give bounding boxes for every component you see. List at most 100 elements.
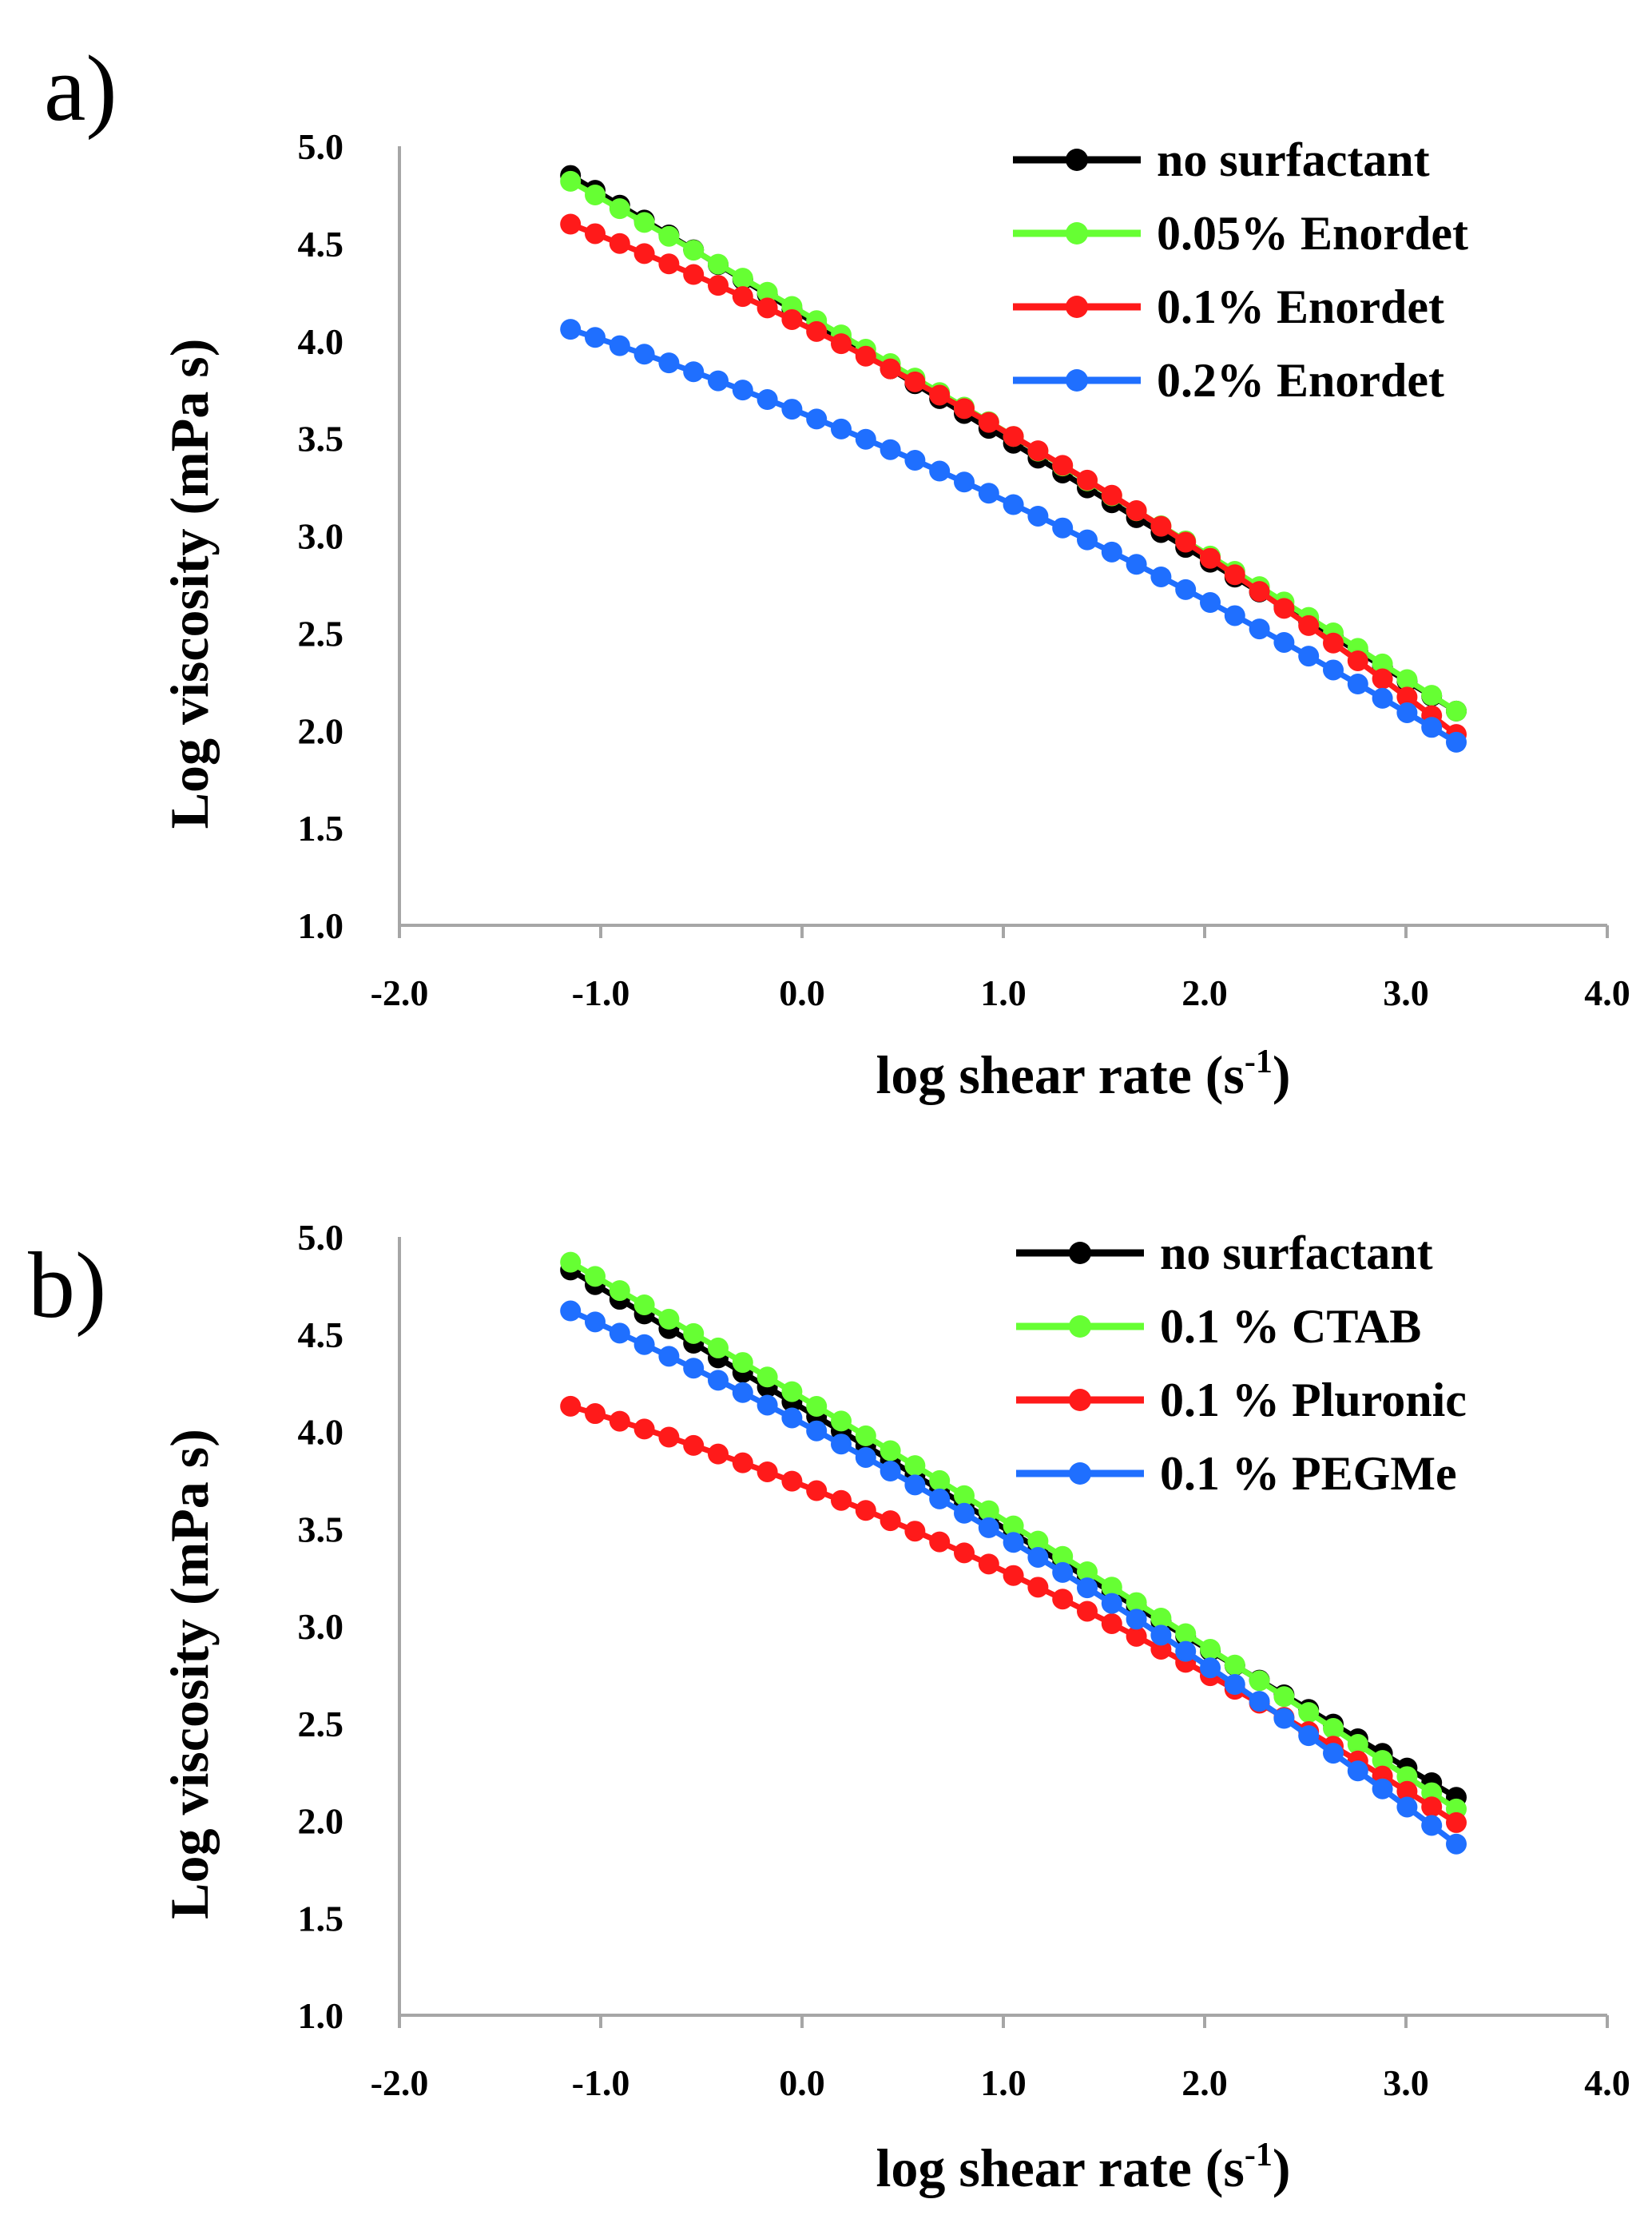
data-point	[904, 1521, 926, 1542]
x-tick-label: 3.0	[1383, 972, 1429, 1013]
data-point	[929, 1531, 951, 1553]
data-point	[658, 1308, 680, 1330]
data-point	[929, 1488, 951, 1509]
data-point	[1249, 618, 1270, 640]
data-point	[806, 1395, 828, 1417]
data-point	[732, 1452, 753, 1473]
data-point	[560, 170, 582, 192]
x-axis-title: log shear rate (s-1)	[876, 2137, 1290, 2198]
legend-marker	[1069, 1462, 1091, 1485]
data-point	[806, 408, 828, 430]
data-point	[831, 1410, 852, 1432]
x-axis-title: log shear rate (s-1)	[876, 1044, 1290, 1105]
data-point	[1323, 1718, 1344, 1740]
x-tick-label: 4.0	[1584, 2062, 1630, 2103]
data-point	[978, 412, 999, 433]
data-point	[1101, 484, 1122, 506]
y-tick-label: 1.5	[298, 1898, 344, 1939]
data-point	[1027, 1530, 1049, 1552]
data-point	[1446, 1811, 1467, 1833]
y-tick-label: 3.0	[298, 1606, 344, 1647]
data-point	[954, 471, 975, 493]
y-tick-label: 1.5	[298, 808, 344, 849]
data-point	[1126, 554, 1147, 575]
x-tick-label: 2.0	[1181, 972, 1228, 1013]
data-point	[1175, 531, 1197, 553]
data-point	[1298, 614, 1320, 636]
data-point	[1446, 700, 1467, 722]
data-point	[1003, 426, 1024, 447]
data-point	[1298, 646, 1320, 667]
x-tick-label: 2.0	[1181, 2062, 1228, 2103]
legend-marker	[1069, 1242, 1091, 1264]
data-point	[1101, 1593, 1122, 1614]
y-tick-label: 3.5	[298, 1509, 344, 1549]
data-point	[1273, 1708, 1295, 1729]
legend-label: 0.1% Enordet	[1157, 280, 1444, 333]
data-point	[904, 1474, 926, 1496]
data-point	[1003, 1532, 1024, 1553]
x-tick-label: 4.0	[1584, 972, 1630, 1013]
data-point	[585, 184, 606, 205]
data-point	[1003, 1515, 1024, 1537]
data-point	[1200, 547, 1221, 569]
data-point	[658, 1426, 680, 1448]
x-tick-label: -1.0	[572, 972, 630, 1013]
x-tick-label: 1.0	[980, 2062, 1027, 2103]
data-point	[1396, 1796, 1418, 1818]
y-tick-label: 4.5	[298, 1314, 344, 1355]
data-point	[732, 268, 753, 289]
data-point	[1175, 1640, 1197, 1662]
data-point	[806, 1420, 828, 1442]
y-tick-label: 4.0	[298, 1412, 344, 1453]
y-axis-title: Log viscosity (mPa s)	[159, 1429, 220, 1919]
data-point	[683, 1434, 705, 1456]
data-point	[781, 1470, 803, 1492]
data-point	[978, 483, 999, 504]
data-point	[1347, 1734, 1368, 1756]
legend-marker	[1066, 222, 1088, 245]
data-point	[585, 223, 606, 245]
data-point	[1052, 517, 1074, 539]
data-point	[1396, 686, 1418, 708]
data-point	[757, 297, 778, 319]
data-point	[1126, 1609, 1147, 1630]
data-point	[1347, 1760, 1368, 1782]
data-point	[609, 1410, 630, 1432]
data-point	[1003, 494, 1024, 515]
data-point	[904, 371, 926, 392]
data-point	[1396, 669, 1418, 690]
data-point	[683, 1322, 705, 1344]
y-tick-label: 1.0	[298, 1995, 344, 2036]
panel-label: b)	[28, 1233, 106, 1338]
data-point	[757, 1461, 778, 1482]
data-point	[880, 1510, 901, 1532]
data-point	[1273, 598, 1295, 619]
data-point	[1273, 1686, 1295, 1708]
data-point	[633, 1334, 655, 1355]
data-point	[1372, 668, 1393, 690]
data-point	[1052, 1545, 1074, 1567]
series-2	[560, 1395, 1467, 1833]
data-point	[1446, 1833, 1467, 1855]
data-point	[1421, 1796, 1443, 1818]
data-point	[560, 319, 582, 340]
data-point	[855, 1446, 876, 1468]
panel-label: a)	[44, 36, 117, 141]
data-point	[1224, 1654, 1245, 1676]
data-point	[1101, 1577, 1122, 1598]
data-point	[658, 253, 680, 275]
series-3	[560, 319, 1467, 753]
legend-marker	[1069, 1389, 1091, 1411]
data-point	[929, 460, 951, 482]
data-point	[1077, 529, 1098, 551]
data-point	[732, 380, 753, 401]
data-point	[609, 1322, 630, 1344]
data-point	[757, 1394, 778, 1416]
x-tick-label: 1.0	[980, 972, 1027, 1013]
data-point	[954, 1542, 975, 1564]
data-point	[1323, 1743, 1344, 1764]
data-point	[1224, 1674, 1245, 1696]
y-tick-label: 4.5	[298, 224, 344, 264]
